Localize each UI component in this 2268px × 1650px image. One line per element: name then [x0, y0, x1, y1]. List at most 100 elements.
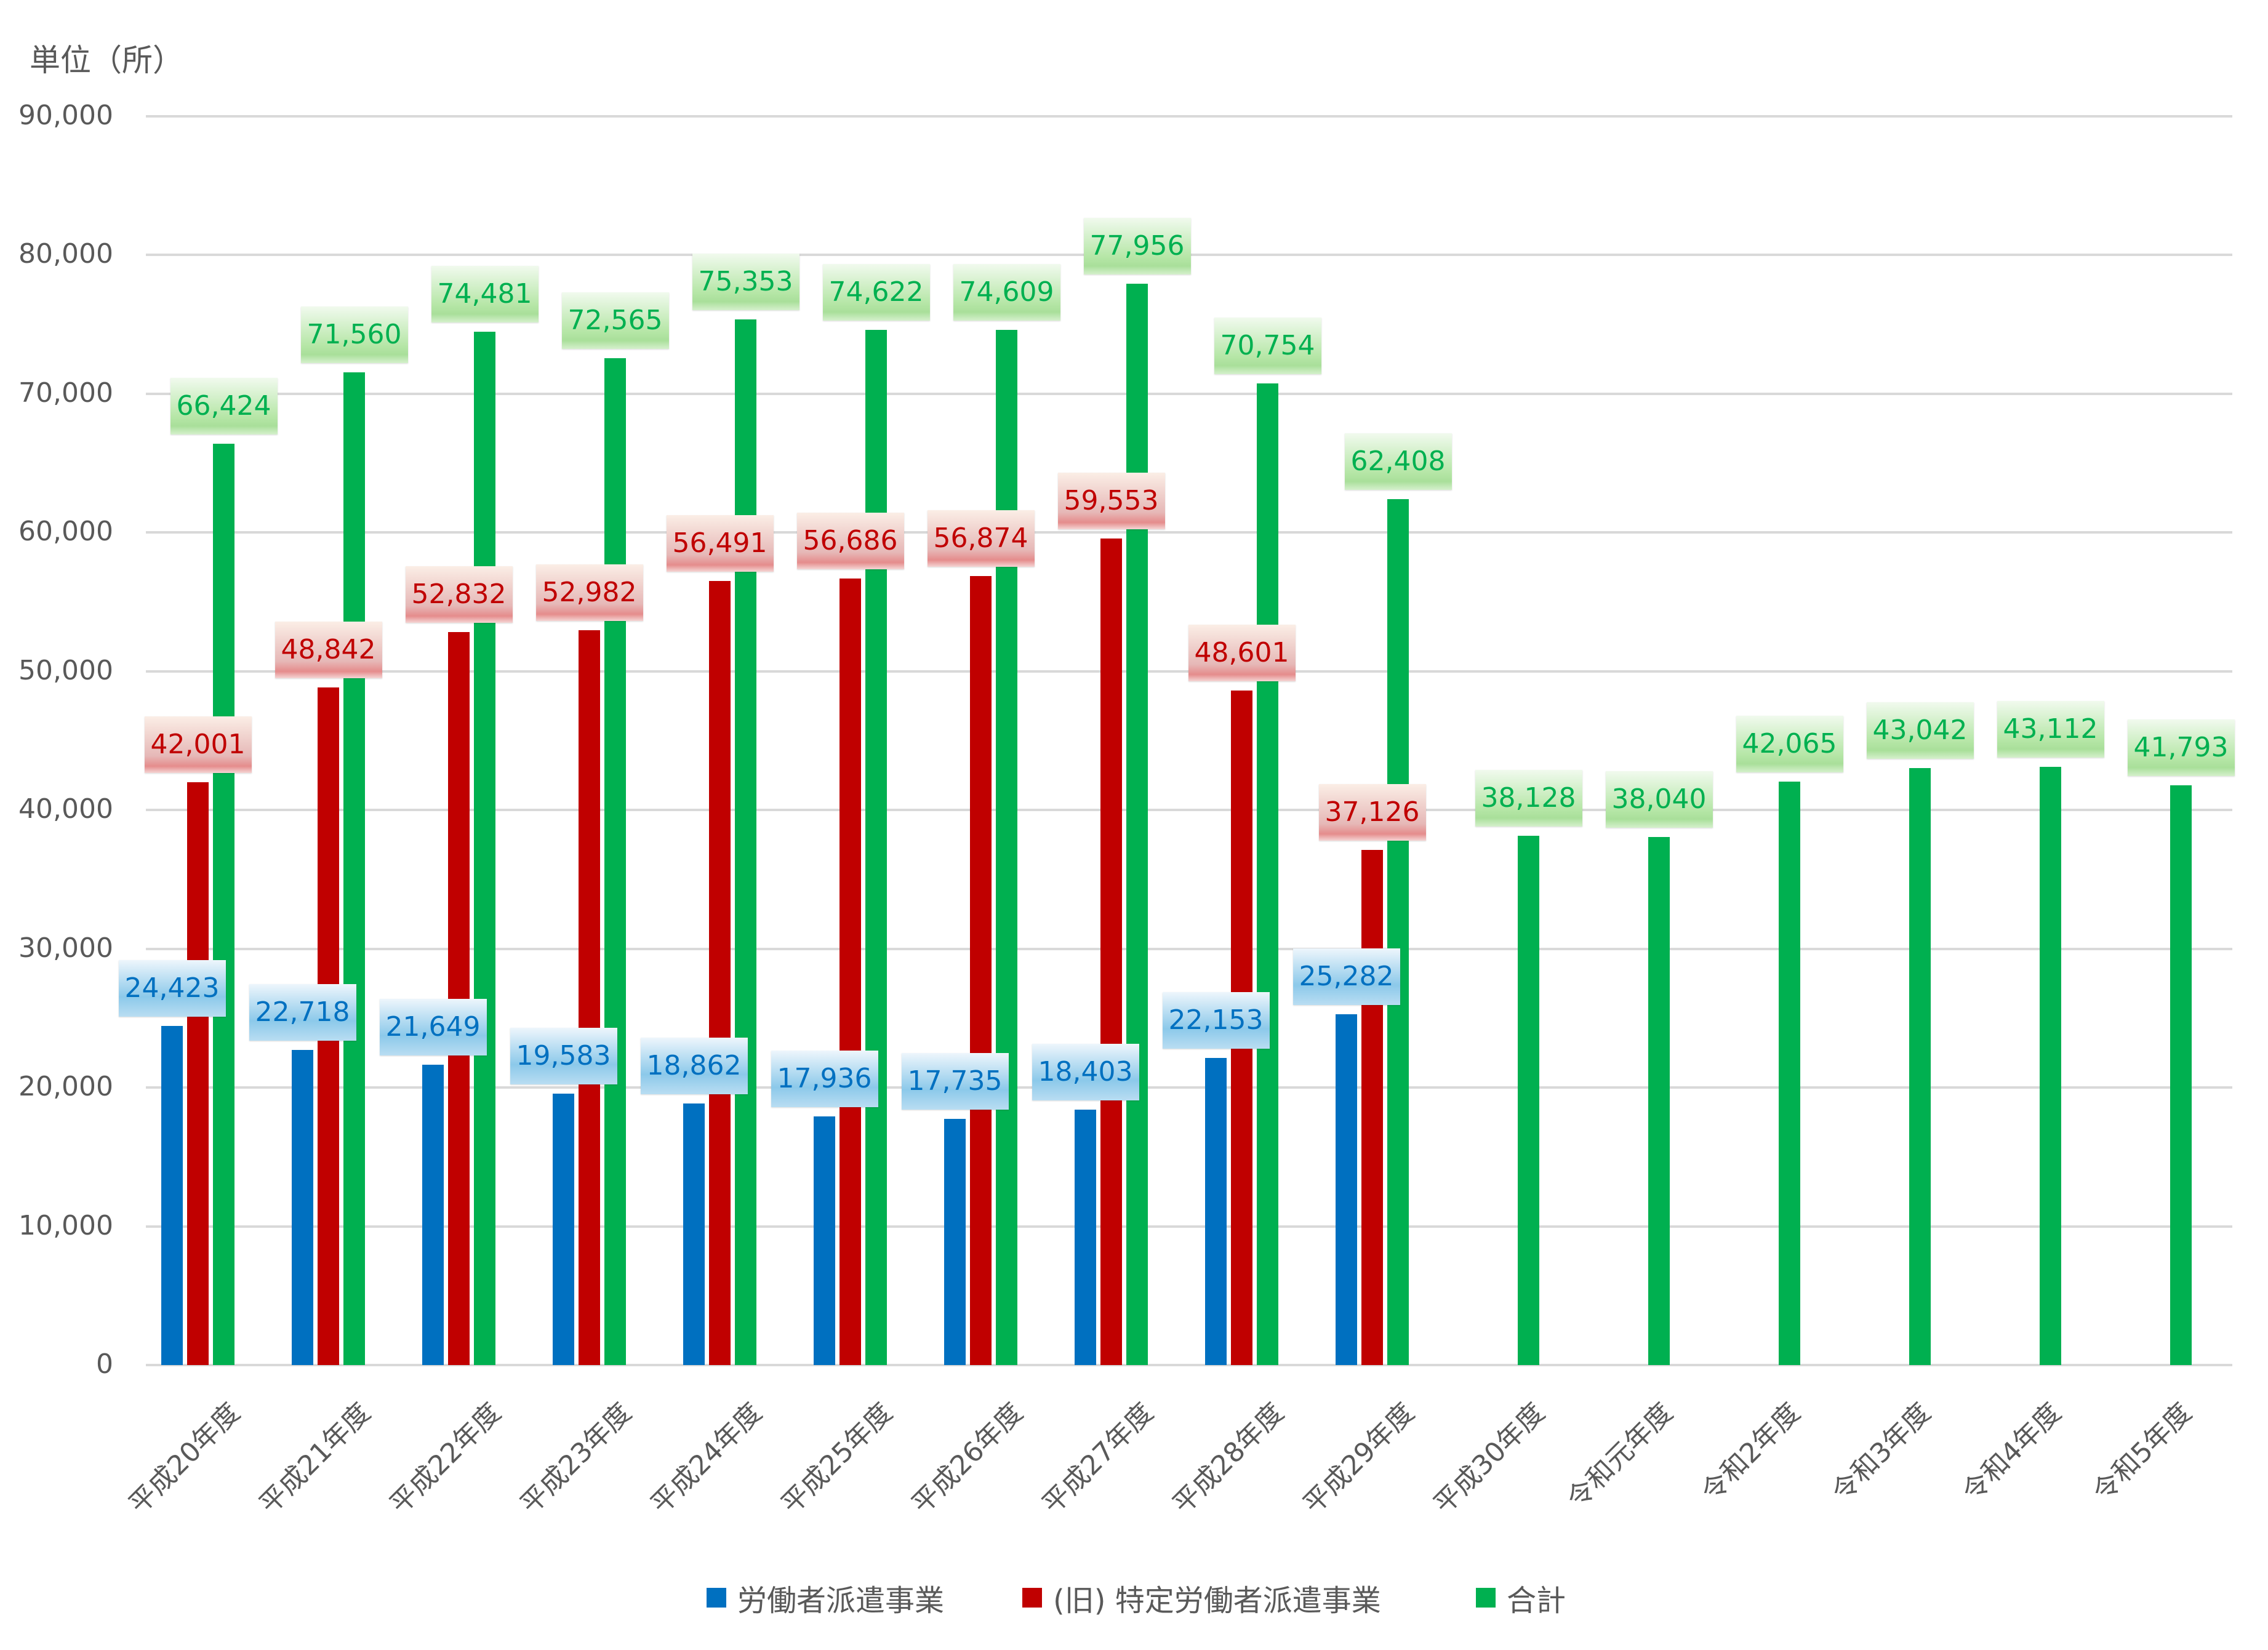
x-tick-label: 令和元年度 [1561, 1396, 1680, 1515]
data-label: 74,609 [953, 263, 1060, 321]
y-tick-label: 80,000 [18, 238, 113, 270]
data-label: 21,649 [379, 998, 487, 1055]
gridline [146, 947, 2232, 950]
gridline [146, 392, 2232, 395]
gridline [146, 1086, 2232, 1089]
data-label: 48,842 [274, 621, 382, 678]
bar-specific-dispatch [1100, 539, 1122, 1365]
bar-specific-dispatch [1361, 850, 1383, 1365]
bar-total [865, 329, 887, 1365]
bar-dispatch [683, 1103, 705, 1365]
legend-swatch-green [1476, 1588, 1496, 1608]
data-label: 56,491 [666, 515, 774, 572]
data-label: 52,832 [405, 566, 513, 623]
data-label: 19,583 [510, 1027, 617, 1084]
data-label: 18,403 [1032, 1044, 1139, 1101]
data-label: 66,424 [170, 377, 278, 435]
bar-total [213, 443, 234, 1365]
legend-label: 合計 [1507, 1584, 1566, 1618]
y-tick-label: 90,000 [18, 100, 113, 131]
gridline [146, 1225, 2232, 1228]
bar-total [996, 329, 1017, 1365]
x-tick-label: 平成26年度 [905, 1396, 1029, 1520]
data-label: 52,982 [535, 564, 643, 621]
bar-dispatch [422, 1064, 444, 1365]
bar-total [1126, 283, 1148, 1365]
data-label: 74,481 [431, 265, 539, 322]
bar-dispatch [292, 1049, 313, 1365]
y-tick-label: 0 [96, 1348, 113, 1380]
data-label: 42,065 [1736, 715, 1843, 772]
x-tick-label: 平成29年度 [1297, 1396, 1421, 1520]
bar-dispatch [1336, 1014, 1357, 1365]
legend-item-specific-dispatch: (旧) 特定労働者派遣事業 [1022, 1579, 1381, 1618]
data-label: 37,126 [1318, 784, 1426, 841]
bar-total [474, 331, 495, 1365]
bar-dispatch [161, 1026, 183, 1365]
x-tick-label: 令和3年度 [1826, 1396, 1937, 1508]
legend-label: (旧) 特定労働者派遣事業 [1053, 1584, 1381, 1618]
y-tick-label: 10,000 [18, 1209, 113, 1241]
x-tick-label: 平成23年度 [514, 1396, 638, 1520]
bar-total [604, 358, 626, 1365]
data-label: 56,874 [927, 510, 1035, 567]
data-label: 38,128 [1475, 770, 1582, 827]
legend-swatch-red [1022, 1588, 1042, 1608]
bar-dispatch [553, 1093, 574, 1365]
legend: 労働者派遣事業 (旧) 特定労働者派遣事業 合計 [0, 1579, 2268, 1618]
x-tick-label: 平成30年度 [1427, 1396, 1551, 1520]
data-label: 59,553 [1057, 473, 1165, 530]
x-tick-label: 令和5年度 [2087, 1396, 2198, 1508]
data-label: 41,793 [2127, 719, 2235, 776]
y-tick-label: 40,000 [18, 793, 113, 825]
data-label: 24,423 [118, 960, 226, 1017]
data-label: 43,042 [1866, 702, 1974, 759]
bar-specific-dispatch [448, 631, 470, 1365]
data-label: 56,686 [796, 513, 904, 570]
gridline [146, 1364, 2232, 1366]
data-label: 22,153 [1162, 991, 1270, 1049]
x-tick-label: 平成20年度 [122, 1396, 246, 1520]
bar-total [2040, 767, 2061, 1365]
data-label: 17,735 [901, 1053, 1009, 1110]
x-tick-label: 平成27年度 [1036, 1396, 1160, 1520]
bar-total [1779, 781, 1800, 1365]
bar-total [735, 319, 756, 1365]
bar-total [1909, 767, 1931, 1365]
legend-swatch-blue [707, 1588, 726, 1608]
data-label: 22,718 [249, 983, 356, 1041]
x-tick-label: 平成21年度 [253, 1396, 377, 1520]
x-tick-label: 令和4年度 [1957, 1396, 2068, 1508]
data-label: 17,936 [771, 1050, 878, 1107]
bar-dispatch [1075, 1110, 1096, 1365]
bar-specific-dispatch [970, 575, 992, 1365]
gridline [146, 531, 2232, 534]
data-label: 75,353 [692, 254, 799, 311]
x-tick-label: 平成28年度 [1166, 1396, 1290, 1520]
bar-total [1387, 499, 1409, 1365]
bar-total [1257, 383, 1278, 1365]
bar-total [1518, 836, 1539, 1365]
legend-item-total: 合計 [1476, 1579, 1566, 1618]
data-label: 38,040 [1605, 771, 1713, 828]
y-tick-label: 20,000 [18, 1071, 113, 1103]
bar-dispatch [944, 1119, 966, 1365]
data-label: 74,622 [822, 263, 930, 321]
bar-total [1648, 837, 1670, 1365]
data-label: 43,112 [1997, 701, 2104, 758]
x-tick-label: 令和2年度 [1696, 1396, 1807, 1508]
data-label: 72,565 [561, 292, 669, 350]
data-label: 62,408 [1344, 433, 1452, 491]
y-tick-label: 30,000 [18, 932, 113, 964]
x-tick-label: 平成22年度 [383, 1396, 507, 1520]
data-label: 42,001 [144, 716, 252, 774]
y-tick-label: 60,000 [18, 516, 113, 548]
bar-total [2170, 785, 2192, 1365]
y-tick-label: 70,000 [18, 377, 113, 409]
x-tick-label: 平成25年度 [775, 1396, 899, 1520]
data-label: 18,862 [640, 1037, 748, 1094]
data-label: 77,956 [1083, 217, 1191, 274]
bar-specific-dispatch [709, 581, 731, 1365]
bar-dispatch [1205, 1057, 1227, 1365]
